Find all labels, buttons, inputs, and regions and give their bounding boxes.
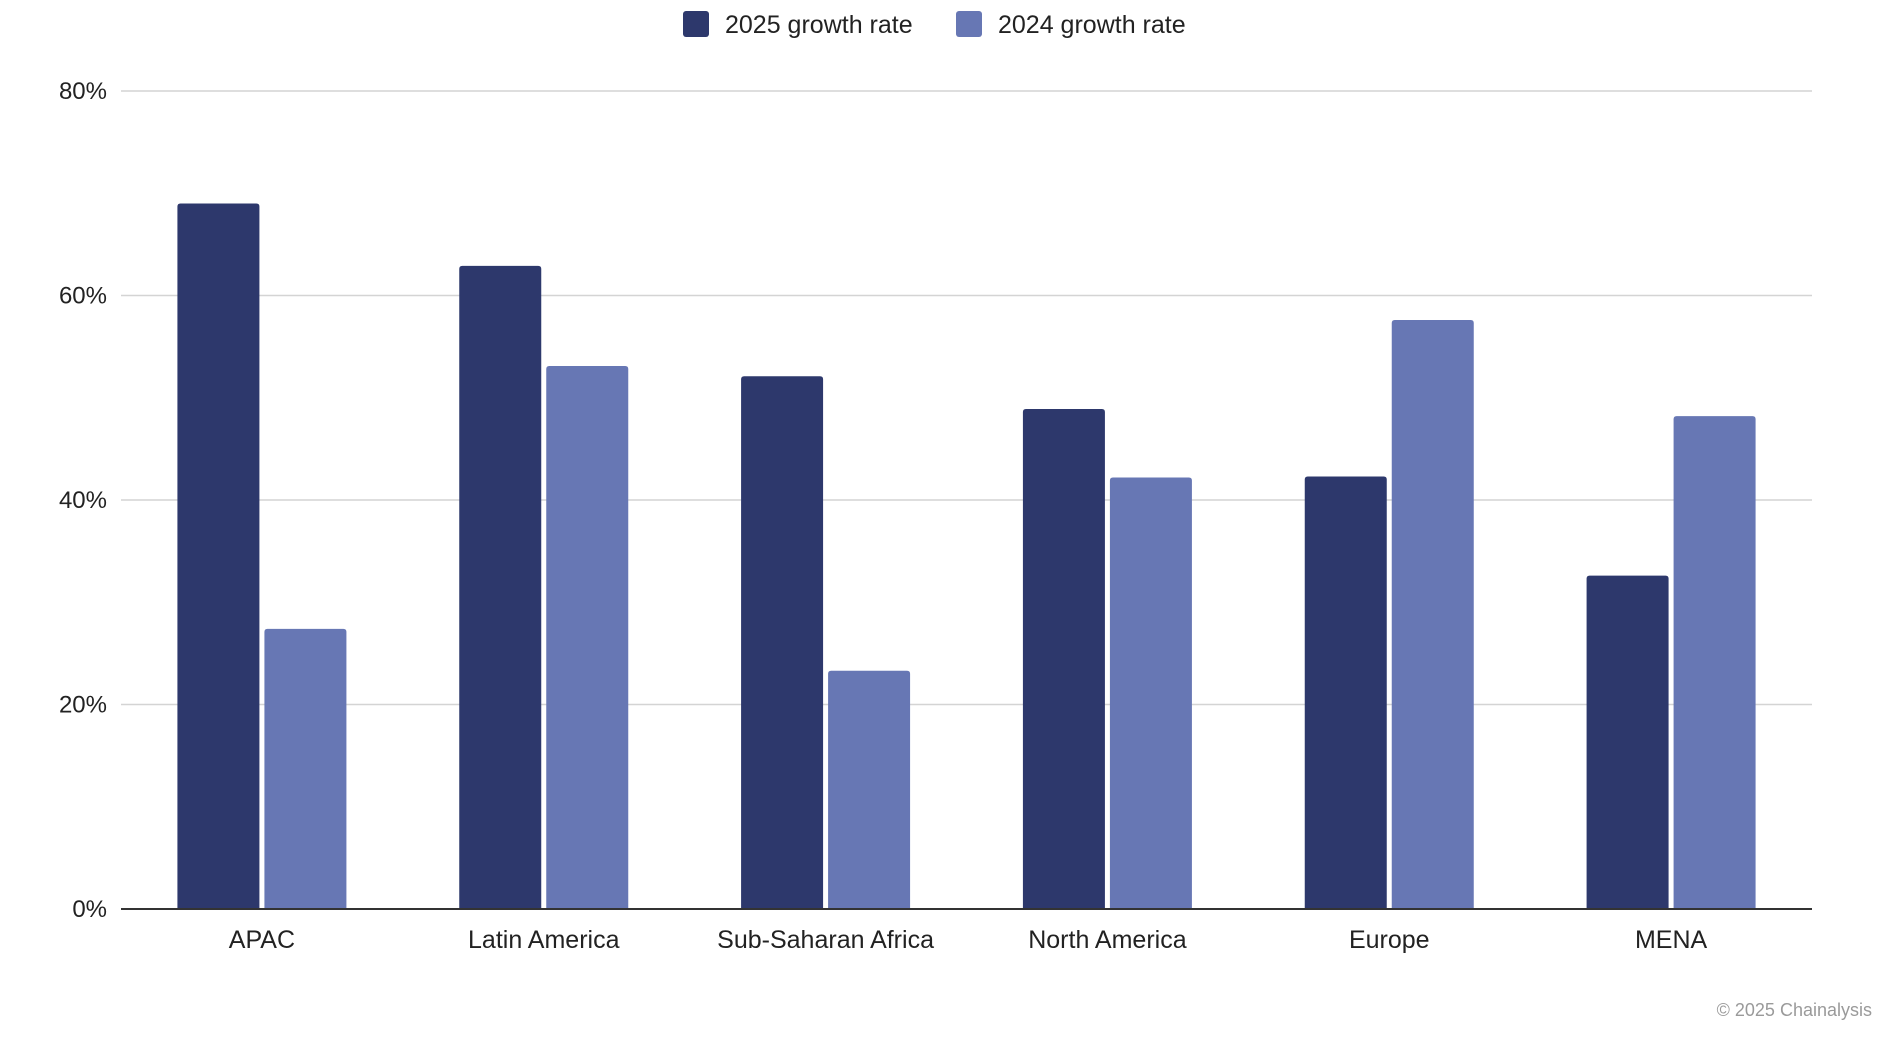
x-axis-categories: APAC Latin America Sub-Saharan Africa North… bbox=[229, 926, 1708, 954]
bar-series-2 bbox=[1673, 416, 1756, 909]
bar-series-1 bbox=[741, 376, 824, 910]
x-category-label: MENA bbox=[1635, 926, 1708, 954]
x-category-label: North America bbox=[1028, 926, 1186, 954]
y-tick-label: 0% bbox=[72, 896, 107, 923]
y-tick-label: 80% bbox=[59, 78, 107, 105]
bar-series-1 bbox=[1586, 575, 1669, 909]
bar-series-2 bbox=[1109, 477, 1192, 909]
copyright-credit: © 2025 Chainalysis bbox=[1717, 1000, 1872, 1020]
legend: 2025 growth rate 2024 growth rate bbox=[683, 11, 1186, 39]
bar-series-2 bbox=[1391, 320, 1474, 909]
legend-swatch bbox=[683, 11, 709, 37]
bar-series-1 bbox=[177, 203, 260, 910]
y-tick-label: 40% bbox=[59, 487, 107, 514]
bar-series-1 bbox=[1304, 476, 1387, 909]
y-tick-label: 20% bbox=[59, 692, 107, 719]
bar-series-2 bbox=[264, 628, 347, 909]
legend-label: 2024 growth rate bbox=[998, 11, 1186, 39]
gridlines bbox=[121, 90, 1812, 706]
x-category-label: Sub-Saharan Africa bbox=[717, 926, 934, 954]
x-category-label: Latin America bbox=[468, 926, 620, 954]
bar-series-2 bbox=[828, 670, 911, 909]
y-axis-ticks: 0% 20% 40% 60% 80% bbox=[59, 78, 107, 923]
x-category-label: APAC bbox=[229, 926, 295, 954]
bar-series-1 bbox=[459, 265, 542, 909]
legend-swatch bbox=[956, 11, 982, 37]
bars bbox=[177, 203, 1756, 910]
bar-series-1 bbox=[1022, 408, 1105, 909]
x-category-label: Europe bbox=[1349, 926, 1430, 954]
legend-label: 2025 growth rate bbox=[725, 11, 913, 39]
y-tick-label: 60% bbox=[59, 283, 107, 310]
bar-series-2 bbox=[546, 366, 629, 909]
